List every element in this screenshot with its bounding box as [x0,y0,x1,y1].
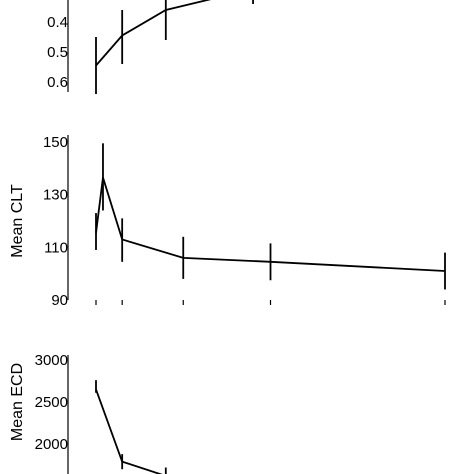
y-tick-label: 2500 [35,394,68,411]
series-line [95,389,163,474]
series-line [95,0,212,67]
chart-panel-mean-ecd: 2000 2500 3000 Mean ECD [9,352,167,474]
y-axis-label: Mean ECD [9,363,26,441]
y-tick-label: 0.5 [47,44,68,61]
y-tick-label: 110 [44,239,68,256]
chart-panel-top: 0.3 0.4 0.5 0.6 [47,0,254,94]
y-axis-label: Mean CLT [9,184,26,258]
y-tick-label: 2000 [35,436,68,453]
y-tick-label: 0.6 [47,74,68,91]
y-tick-label: 3000 [35,352,68,369]
y-tick-label: 0.3 [47,0,68,1]
series-line [95,177,446,272]
chart-panel-mean-clt: 90 110 130 150 Mean CLT [9,134,446,309]
y-tick-label: 0.4 [47,14,68,31]
y-tick-label: 90 [51,292,68,309]
y-tick-label: 150 [43,134,68,151]
y-tick-label: 130 [43,187,68,204]
